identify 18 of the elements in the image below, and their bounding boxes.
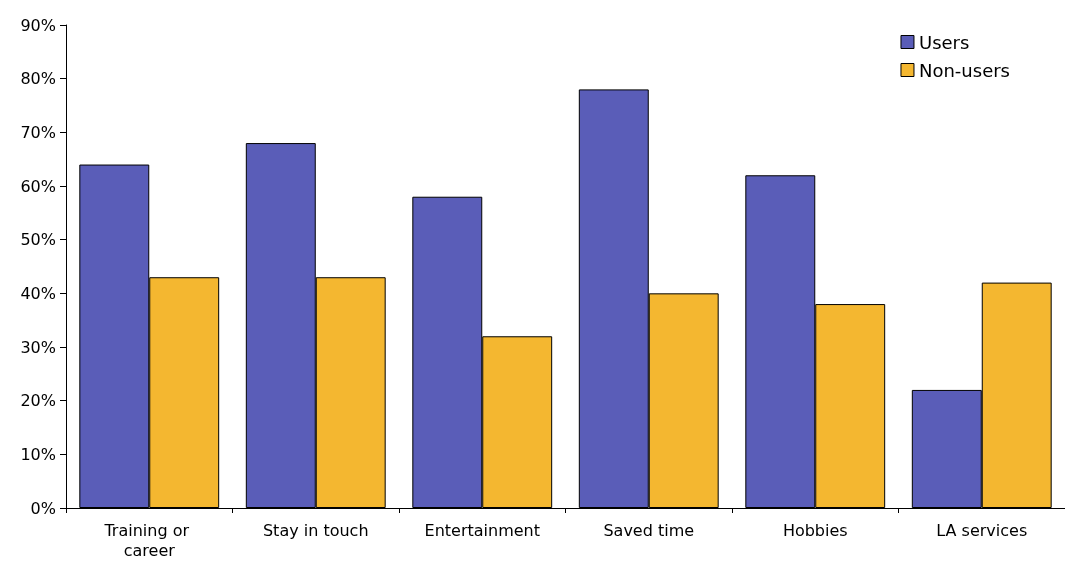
y-tick-label: 40%	[20, 283, 56, 303]
legend-label: Non-users	[918, 59, 1011, 81]
y-tick-label: 10%	[20, 444, 56, 464]
x-tick-label: Hobbies	[782, 520, 848, 540]
y-tick-label: 60%	[20, 176, 56, 196]
y-tick-label: 20%	[20, 391, 56, 411]
x-tick-label: LA services	[936, 520, 1028, 540]
x-tick-label: Stay in touch	[262, 520, 369, 540]
x-tick-label: Saved time	[603, 520, 695, 540]
y-tick-label: 0%	[30, 498, 56, 518]
y-tick-label: 30%	[20, 337, 56, 357]
x-tick-label: Entertainment	[424, 520, 540, 540]
legend-label: Users	[918, 31, 970, 53]
x-tick-label: Training or career	[103, 520, 195, 560]
y-tick-label: 80%	[20, 69, 56, 89]
y-tick-label: 70%	[20, 122, 56, 142]
y-tick-label: 90%	[20, 15, 56, 35]
y-tick-label: 50%	[20, 230, 56, 250]
